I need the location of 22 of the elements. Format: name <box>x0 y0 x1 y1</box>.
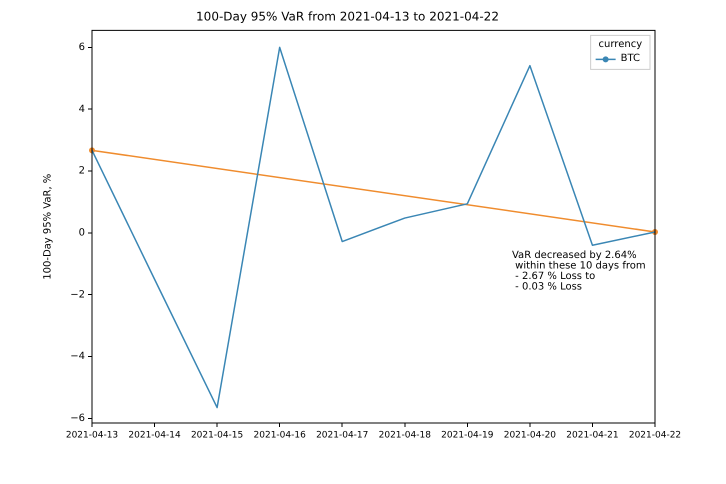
y-tick-label: 2 <box>78 166 85 177</box>
x-tick-label: 2021-04-13 <box>66 430 118 441</box>
legend-title: currency <box>598 38 642 50</box>
y-tick-label: 4 <box>78 104 85 115</box>
x-tick-label: 2021-04-22 <box>628 430 682 441</box>
chart-title: 100-Day 95% VaR from 2021-04-13 to 2021-04-22 <box>196 9 499 24</box>
annotation: VaR decreased by 2.64% within these 10 days from - 2.67 % Loss to - 0.03 % Loss <box>512 250 646 292</box>
x-tick-label: 2021-04-17 <box>316 430 368 441</box>
x-tick-label: 2021-04-16 <box>254 430 306 441</box>
y-tick-label: −6 <box>70 412 85 424</box>
x-tick-label: 2021-04-21 <box>566 430 619 441</box>
y-axis-title: 100-Day 95% VaR, % <box>42 174 54 280</box>
x-tick-label: 2021-04-15 <box>190 430 244 441</box>
x-tick-label: 2021-04-18 <box>378 430 432 441</box>
y-tick-label: −2 <box>70 289 85 300</box>
x-tick-label: 2021-04-19 <box>441 430 494 441</box>
x-tick-label: 2021-04-20 <box>504 430 556 441</box>
x-tick-label: 2021-04-14 <box>128 430 181 441</box>
y-tick-label: 6 <box>78 42 85 53</box>
legend-label: BTC <box>620 52 640 64</box>
y-tick-label: −4 <box>70 351 85 362</box>
y-tick-label: 0 <box>78 227 85 238</box>
